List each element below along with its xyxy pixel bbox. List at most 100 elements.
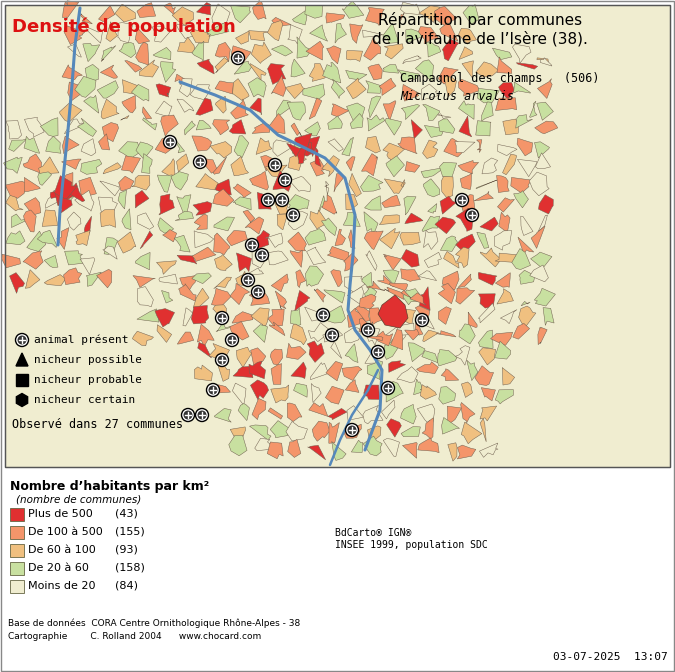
Text: animal présent: animal présent [34,335,128,345]
Polygon shape [348,308,364,327]
Text: nicheur possible: nicheur possible [34,355,142,365]
Polygon shape [78,118,97,136]
Polygon shape [363,326,380,345]
Polygon shape [75,77,96,97]
Polygon shape [364,196,381,210]
Polygon shape [327,306,346,323]
Polygon shape [214,233,230,255]
Polygon shape [164,3,176,15]
Polygon shape [157,175,172,192]
Polygon shape [63,136,79,153]
Polygon shape [46,136,61,153]
Polygon shape [16,394,28,407]
Polygon shape [210,385,230,393]
Polygon shape [400,9,406,22]
Polygon shape [65,183,85,202]
Polygon shape [137,3,156,17]
Polygon shape [458,28,477,44]
Polygon shape [438,119,455,133]
Polygon shape [495,341,510,359]
Polygon shape [250,98,261,115]
Polygon shape [364,385,379,399]
Polygon shape [290,308,301,325]
Polygon shape [456,345,470,365]
Polygon shape [288,232,306,251]
Polygon shape [196,173,218,190]
Polygon shape [132,175,150,190]
Polygon shape [344,424,361,438]
Polygon shape [291,362,306,378]
Polygon shape [364,37,381,60]
Polygon shape [230,284,250,304]
Polygon shape [538,327,547,345]
Polygon shape [268,309,284,326]
Polygon shape [246,268,263,276]
Polygon shape [84,95,99,113]
Text: Observé dans 27 communes: Observé dans 27 communes [12,418,183,431]
Polygon shape [439,23,458,41]
Polygon shape [231,157,248,176]
Polygon shape [443,138,462,157]
Polygon shape [405,161,420,172]
Polygon shape [492,48,512,60]
Polygon shape [328,138,344,151]
Polygon shape [290,177,310,192]
Polygon shape [38,172,51,185]
Polygon shape [212,4,230,25]
Polygon shape [64,119,84,134]
Polygon shape [459,47,472,60]
Polygon shape [256,230,269,249]
Polygon shape [346,78,366,99]
Polygon shape [427,42,441,57]
Polygon shape [381,195,400,208]
Polygon shape [287,102,305,120]
Circle shape [275,194,288,206]
Polygon shape [405,213,423,224]
Polygon shape [176,154,189,172]
Circle shape [281,175,290,185]
Circle shape [256,249,269,261]
Polygon shape [249,31,269,41]
Polygon shape [192,41,204,62]
Polygon shape [76,230,90,245]
Polygon shape [349,173,361,197]
Polygon shape [324,290,345,303]
Polygon shape [441,369,459,381]
Polygon shape [25,269,40,288]
Polygon shape [401,427,421,437]
Polygon shape [250,171,269,190]
Polygon shape [75,190,94,211]
Polygon shape [68,43,82,57]
Polygon shape [346,50,362,61]
Polygon shape [440,196,457,214]
Polygon shape [152,26,171,42]
Polygon shape [210,142,232,158]
Polygon shape [252,398,266,419]
Polygon shape [448,443,457,461]
Bar [10,526,24,539]
Polygon shape [40,118,58,136]
Polygon shape [234,136,249,158]
Circle shape [234,54,242,62]
Polygon shape [55,183,76,206]
Polygon shape [291,59,305,77]
Polygon shape [209,343,230,360]
Polygon shape [174,138,184,153]
Polygon shape [233,366,253,378]
Text: nicheur certain: nicheur certain [34,395,135,405]
Polygon shape [531,252,552,269]
Polygon shape [328,116,342,129]
Polygon shape [356,305,370,321]
Polygon shape [474,192,493,201]
Polygon shape [310,25,327,41]
Polygon shape [402,309,416,325]
Polygon shape [273,171,291,192]
Polygon shape [303,84,325,99]
Polygon shape [365,345,379,364]
Polygon shape [192,247,216,261]
Polygon shape [297,37,311,58]
Polygon shape [190,30,210,42]
Text: (155): (155) [115,527,144,537]
Polygon shape [230,322,249,340]
Polygon shape [158,218,173,233]
